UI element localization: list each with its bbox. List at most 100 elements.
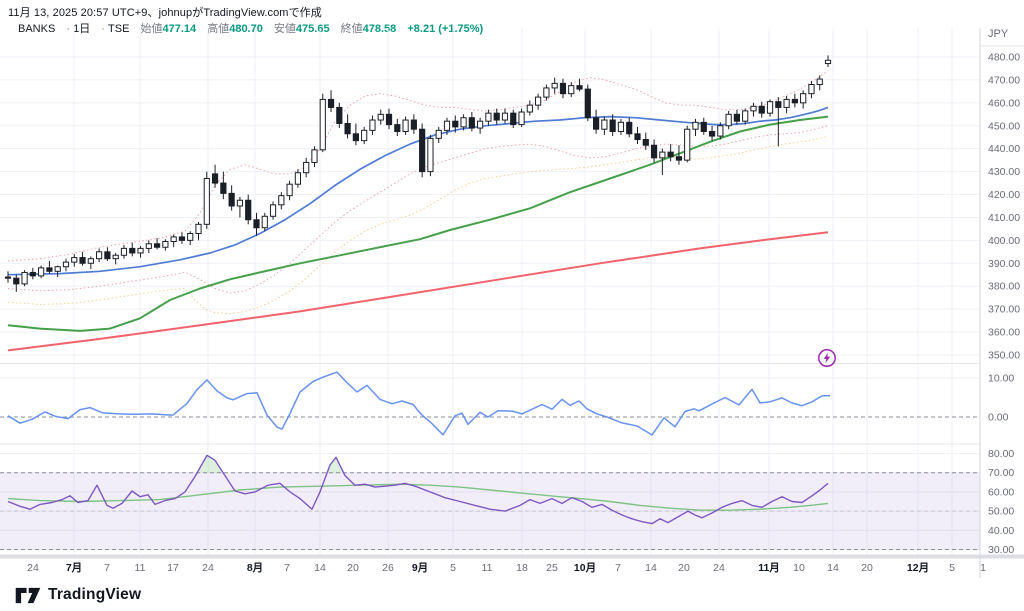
- candle-down: [336, 106, 343, 124]
- candle-up: [236, 199, 244, 207]
- candle-down: [344, 122, 351, 135]
- symbol-legend[interactable]: BANKS · 1日 · TSE 始値477.14 高値480.70 安値475…: [18, 19, 488, 37]
- candle-down: [452, 120, 459, 128]
- candle-up: [286, 183, 293, 197]
- lightning-badge[interactable]: [817, 348, 837, 368]
- candle-up: [269, 204, 277, 217]
- candle-up: [783, 98, 790, 108]
- candle-up: [427, 137, 434, 173]
- candle-down: [394, 124, 401, 132]
- candle-down: [79, 257, 86, 264]
- svg-text:40.00: 40.00: [988, 525, 1014, 537]
- candle-up: [617, 121, 625, 132]
- ma-fast-blue: [7, 106, 829, 276]
- candle-up: [543, 87, 550, 98]
- envelope-lower: [7, 135, 829, 315]
- low-label: 安値: [273, 23, 296, 35]
- candle-up: [54, 266, 61, 272]
- bollinger-upper: [7, 70, 829, 262]
- candle-down: [493, 112, 500, 121]
- svg-text:390.00: 390.00: [988, 258, 1020, 270]
- svg-text:70.00: 70.00: [988, 467, 1014, 479]
- candle-up: [684, 128, 691, 161]
- candle-up: [501, 112, 509, 121]
- candle-up: [808, 84, 815, 95]
- candle-up: [203, 177, 210, 225]
- oscillator-line: [7, 371, 831, 436]
- candle-down: [576, 85, 583, 90]
- candle-down: [129, 247, 136, 254]
- candle-up: [21, 271, 28, 285]
- svg-text:60.00: 60.00: [988, 486, 1014, 498]
- candle-up: [112, 254, 119, 260]
- legend-separator: ·: [101, 23, 105, 35]
- svg-text:11: 11: [482, 562, 493, 574]
- svg-text:5: 5: [450, 562, 456, 574]
- svg-text:7月: 7月: [66, 562, 82, 574]
- candle-down: [253, 219, 260, 229]
- svg-text:20: 20: [678, 562, 690, 574]
- candle-down: [178, 236, 186, 241]
- candle-down: [29, 271, 36, 277]
- svg-text:26: 26: [382, 562, 394, 574]
- price-overlays: [7, 70, 829, 352]
- high-label: 高値: [207, 23, 230, 35]
- candle-up: [766, 101, 774, 114]
- svg-text:18: 18: [516, 562, 528, 574]
- candle-down: [584, 88, 591, 119]
- candles-layer: [4, 55, 832, 292]
- candle-up: [145, 243, 152, 249]
- price-axis[interactable]: JPY 480.00 470.00 460.00 450.00 440.00 430.00 4…: [988, 28, 1020, 556]
- svg-text:430.00: 430.00: [988, 166, 1020, 178]
- svg-text:8月: 8月: [247, 562, 263, 574]
- low-value: 475.65: [295, 23, 330, 35]
- close-label: 終値: [340, 23, 363, 35]
- candle-up: [477, 120, 484, 129]
- candle-up: [750, 105, 757, 112]
- candle-up: [319, 98, 326, 151]
- candle-up: [294, 172, 302, 185]
- high-value: 480.70: [229, 23, 263, 35]
- svg-text:420.00: 420.00: [988, 189, 1020, 201]
- legend-separator: ·: [66, 23, 71, 35]
- svg-text:7: 7: [104, 562, 110, 574]
- svg-text:480.00: 480.00: [988, 52, 1020, 64]
- candle-up: [62, 261, 70, 268]
- candle-up: [96, 251, 103, 260]
- lightning-icon: [818, 349, 836, 367]
- candle-up: [402, 119, 409, 132]
- open-label: 始値: [140, 23, 163, 35]
- time-axis-band[interactable]: [0, 554, 1024, 559]
- tradingview-brand-text: TradingView: [48, 586, 142, 603]
- open-value: 477.14: [162, 23, 197, 35]
- svg-text:360.00: 360.00: [988, 327, 1020, 339]
- svg-text:410.00: 410.00: [988, 212, 1020, 224]
- candle-up: [460, 117, 467, 128]
- candle-up: [568, 85, 575, 95]
- candle-up: [311, 149, 318, 163]
- tradingview-logo[interactable]: TradingView: [15, 586, 141, 604]
- time-axis[interactable]: 24 7月 7 11 17 24 8月 7 14 20 26 9月 5 11 18 25 10月 7 14 20 24 1…: [27, 562, 986, 574]
- svg-text:0.00: 0.00: [988, 412, 1009, 424]
- candle-up: [71, 257, 78, 263]
- candle-down: [46, 267, 53, 272]
- svg-text:10.00: 10.00: [988, 373, 1014, 385]
- candle-down: [352, 133, 359, 142]
- candle-up: [659, 151, 666, 159]
- candle-down: [592, 117, 600, 130]
- candle-up: [361, 129, 368, 142]
- candle-down: [327, 98, 335, 108]
- footer-bar: TradingView: [0, 579, 1024, 611]
- created-attribution: 11月 13, 2025 20:57 UTC+9、johnupがTradingV…: [8, 7, 322, 19]
- candle-up: [170, 236, 177, 243]
- candle-down: [708, 130, 716, 137]
- candle-up: [87, 258, 94, 264]
- chart-canvas[interactable]: JPY 480.00 470.00 460.00 450.00 440.00 430.00 4…: [0, 0, 1024, 579]
- candle-down: [559, 82, 567, 95]
- svg-text:50.00: 50.00: [988, 506, 1014, 518]
- candle-up: [717, 125, 724, 137]
- candle-up: [377, 113, 384, 121]
- candle-down: [700, 121, 707, 132]
- svg-text:470.00: 470.00: [988, 74, 1020, 86]
